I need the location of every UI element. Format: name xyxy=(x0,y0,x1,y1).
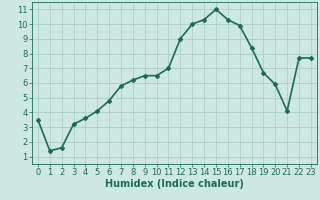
X-axis label: Humidex (Indice chaleur): Humidex (Indice chaleur) xyxy=(105,179,244,189)
